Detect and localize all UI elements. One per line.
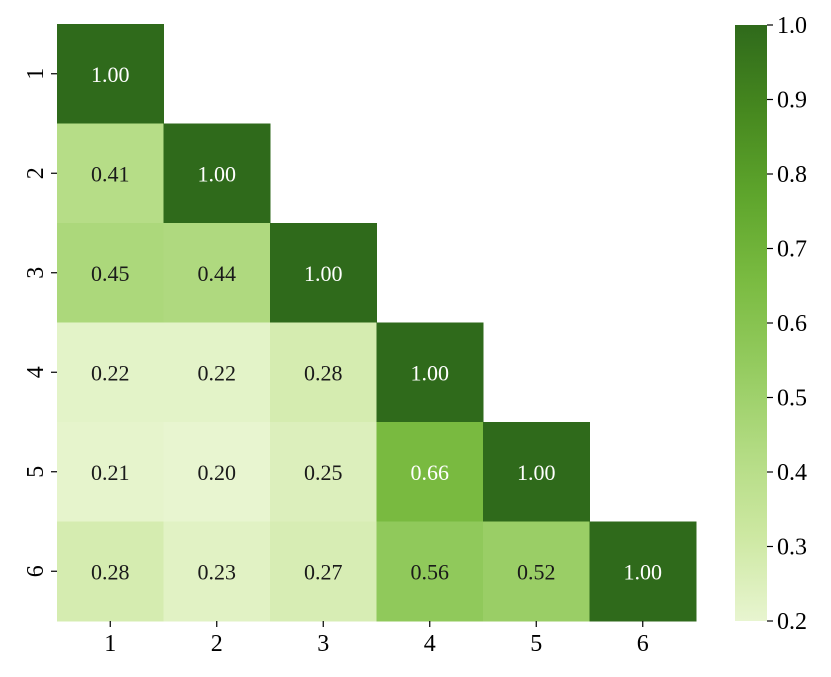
heatmap-cell-r5-c5	[483, 422, 590, 522]
cell-label-r5-c1: 0.21	[91, 460, 130, 485]
colorbar-tick-label: 0.7	[777, 237, 807, 263]
cell-label-r5-c4: 0.66	[411, 460, 450, 485]
y-tick-label: 3	[23, 267, 49, 279]
heatmap-cell-r2-c1	[57, 123, 164, 224]
x-tick-label: 4	[424, 631, 436, 657]
x-tick-label: 2	[211, 631, 223, 657]
heatmap-cells: 1.00 0.41 1.00 0.45 0.44 1.00 0.22 0.22 0.28 1.00…	[57, 24, 697, 622]
colorbar-tick-label: 0.5	[777, 386, 807, 412]
y-tick-label: 6	[23, 565, 49, 577]
heatmap-cell-r5-c3	[270, 422, 377, 522]
cell-label-r3-c2: 0.44	[198, 261, 237, 286]
x-tick-label: 6	[637, 631, 649, 657]
heatmap-cell-r5-c4	[376, 422, 484, 522]
heatmap-cell-r1-c1	[57, 24, 164, 124]
heatmap-cell-r3-c2	[163, 223, 271, 323]
y-tick-label: 5	[23, 466, 49, 478]
cell-label-r1-c1: 1.00	[91, 62, 130, 87]
y-tick-label: 1	[23, 68, 49, 80]
heatmap-cell-r4-c4	[376, 322, 484, 423]
cell-label-r6-c4: 0.56	[411, 559, 450, 584]
y-tick-label: 4	[23, 366, 49, 378]
colorbar-tick-label: 0.2	[777, 609, 807, 635]
x-axis: 1 2 3 4 5 6	[104, 621, 649, 657]
colorbar-tick-label: 0.9	[777, 88, 807, 114]
heatmap-cell-r3-c3	[270, 223, 377, 323]
colorbar: 0.2 0.3 0.4 0.5 0.6 0.7 0.8 0.9 1.0	[735, 13, 807, 635]
cell-label-r5-c2: 0.20	[198, 460, 237, 485]
cell-label-r5-c3: 0.25	[304, 460, 343, 485]
heatmap-cell-r4-c1	[57, 322, 164, 423]
heatmap-cell-r4-c2	[163, 322, 271, 423]
colorbar-tick-label: 0.3	[777, 535, 807, 561]
heatmap-cell-r6-c6	[589, 521, 697, 622]
colorbar-tick-label: 1.0	[777, 13, 807, 39]
cell-label-r6-c2: 0.23	[198, 559, 237, 584]
heatmap-cell-r6-c1	[57, 521, 164, 622]
heatmap-cell-r5-c1	[57, 422, 164, 522]
x-tick-label: 5	[530, 631, 542, 657]
cell-label-r5-c5: 1.00	[517, 460, 556, 485]
cell-label-r2-c1: 0.41	[91, 161, 130, 186]
x-tick-label: 3	[317, 631, 329, 657]
colorbar-tick-label: 0.8	[777, 162, 807, 188]
cell-label-r4-c4: 1.00	[411, 360, 450, 385]
heatmap-cell-r6-c4	[376, 521, 484, 622]
heatmap-cell-r4-c3	[270, 322, 377, 423]
cell-label-r4-c2: 0.22	[198, 360, 237, 385]
colorbar-tick-label: 0.4	[777, 460, 807, 486]
cell-label-r6-c3: 0.27	[304, 559, 343, 584]
colorbar-gradient	[735, 25, 767, 621]
cell-label-r4-c1: 0.22	[91, 360, 130, 385]
heatmap-cell-r6-c3	[270, 521, 377, 622]
heatmap-cell-r6-c5	[483, 521, 590, 622]
cell-label-r6-c5: 0.52	[517, 559, 556, 584]
colorbar-tick-label: 0.6	[777, 311, 807, 337]
heatmap-cell-r5-c2	[163, 422, 271, 522]
heatmap-cell-r2-c2	[163, 123, 271, 224]
y-axis: 1 2 3 4 5 6	[23, 68, 57, 577]
x-tick-label: 1	[104, 631, 116, 657]
cell-label-r4-c3: 0.28	[304, 360, 343, 385]
cell-label-r6-c6: 1.00	[624, 559, 663, 584]
y-tick-label: 2	[23, 167, 49, 179]
heatmap-cell-r6-c2	[163, 521, 271, 622]
cell-label-r6-c1: 0.28	[91, 559, 130, 584]
cell-label-r3-c3: 1.00	[304, 261, 343, 286]
cell-label-r2-c2: 1.00	[198, 161, 237, 186]
cell-label-r3-c1: 0.45	[91, 261, 130, 286]
heatmap-cell-r3-c1	[57, 223, 164, 323]
